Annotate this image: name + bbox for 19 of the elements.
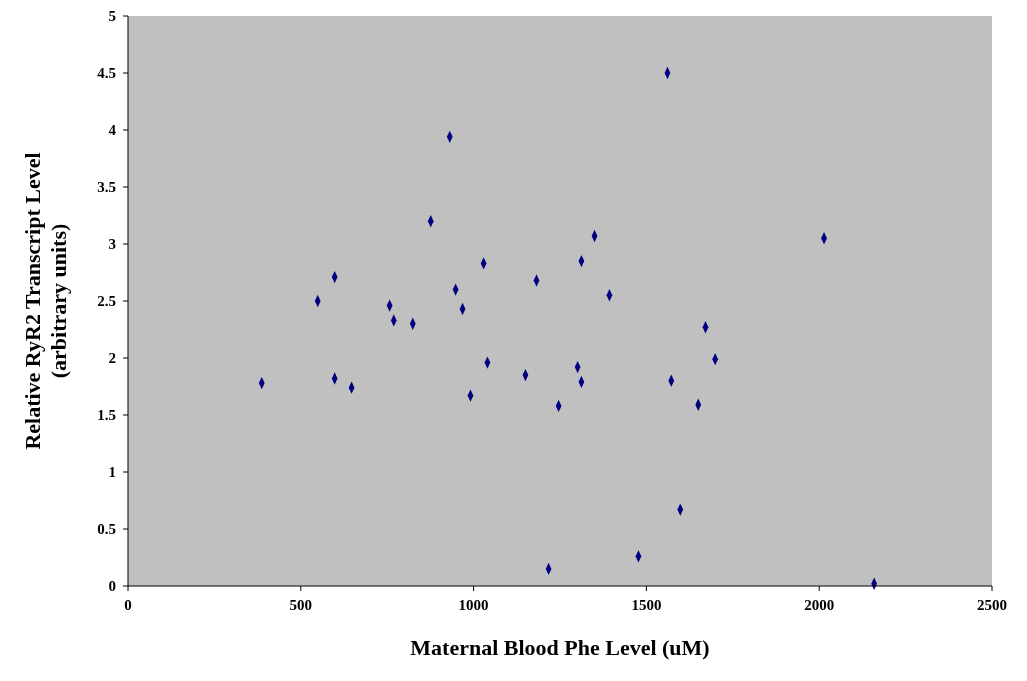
y-tick-label: 5 [108,8,116,24]
y-tick-label: 4 [108,122,117,138]
y-tick-label: 2.5 [97,293,116,309]
y-tick-label: 4.5 [97,65,116,81]
x-tick-label: 1500 [631,597,662,613]
y-tick-label: 3 [108,236,116,252]
x-axis-title: Maternal Blood Phe Level (uM) [410,635,710,660]
y-axis-title: Relative RyR2 Transcript Level (arbitrary units) [20,152,71,450]
y-tick-label: 1 [108,464,116,480]
y-tick-label: 3.5 [97,179,116,195]
x-tick-label: 0 [124,597,132,613]
y-tick-label: 0.5 [97,521,116,537]
x-tick-label: 2000 [804,597,835,613]
y-tick-label: 2 [108,350,116,366]
x-tick-label: 500 [289,597,313,613]
y-tick-label: 0 [108,578,116,594]
x-tick-label: 1000 [458,597,489,613]
y-tick-label: 1.5 [97,407,116,423]
x-tick-label: 2500 [977,597,1007,613]
